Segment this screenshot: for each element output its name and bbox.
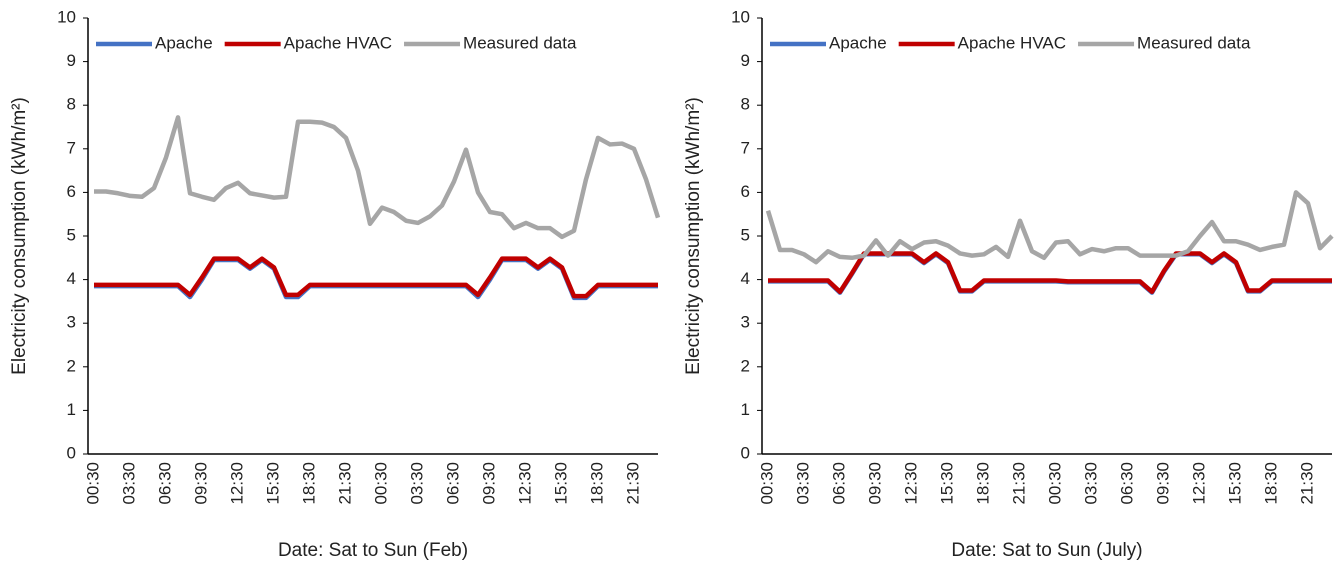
y-axis-title: Electricity consumption (kWh/m²) [683, 97, 704, 375]
x-tick-label: 12:30 [1189, 462, 1208, 505]
y-tick-label: 5 [67, 225, 76, 244]
x-tick-label: 18:30 [1261, 462, 1280, 505]
y-tick-label: 1 [67, 400, 76, 419]
series-line [94, 115, 661, 240]
x-tick-label: 03:30 [119, 462, 138, 505]
y-tick-label: 10 [57, 7, 76, 26]
x-tick-label: 00:30 [1045, 462, 1064, 505]
x-tick-label: 09:30 [1153, 462, 1172, 505]
x-tick-label: 15:30 [1225, 462, 1244, 505]
y-tick-label: 8 [67, 95, 76, 114]
y-tick-label: 2 [67, 356, 76, 375]
y-tick-label: 6 [741, 182, 750, 201]
x-tick-label: 03:30 [1081, 462, 1100, 505]
y-tick-label: 2 [741, 356, 750, 375]
y-tick-label: 9 [741, 51, 750, 70]
legend-label: Apache [155, 33, 213, 52]
x-tick-label: 09:30 [191, 462, 210, 505]
y-tick-label: 1 [741, 400, 750, 419]
y-tick-label: 0 [67, 443, 76, 462]
x-tick-label: 06:30 [1117, 462, 1136, 505]
y-tick-label: 3 [67, 313, 76, 332]
x-tick-label: 18:30 [299, 462, 318, 505]
x-tick-label: 21:30 [623, 462, 642, 505]
x-tick-label: 06:30 [155, 462, 174, 505]
y-tick-label: 7 [741, 138, 750, 157]
x-tick-label: 12:30 [227, 462, 246, 505]
x-tick-label: 00:30 [83, 462, 102, 505]
x-tick-label: 12:30 [515, 462, 534, 505]
y-tick-label: 5 [741, 225, 750, 244]
y-tick-label: 9 [67, 51, 76, 70]
legend-label: Measured data [1137, 33, 1251, 52]
x-tick-label: 06:30 [443, 462, 462, 505]
x-tick-label: 09:30 [865, 462, 884, 505]
x-tick-label: 18:30 [973, 462, 992, 505]
legend-label: Apache HVAC [284, 33, 392, 52]
legend-label: Measured data [463, 33, 577, 52]
x-axis-title: Date: Sat to Sun (Feb) [278, 540, 468, 561]
x-tick-label: 21:30 [1297, 462, 1316, 505]
y-tick-label: 4 [67, 269, 76, 288]
y-tick-label: 8 [741, 95, 750, 114]
x-tick-label: 03:30 [793, 462, 812, 505]
legend-label: Apache [829, 33, 887, 52]
y-tick-label: 3 [741, 313, 750, 332]
x-tick-label: 00:30 [371, 462, 390, 505]
legend-label: Apache HVAC [958, 33, 1066, 52]
x-tick-label: 15:30 [551, 462, 570, 505]
chart: 0 1 2 3 4 5 6 7 8 9 10 00:30 03:30 06:30 09:30 12:30 15:… [9, 7, 661, 561]
x-tick-label: 06:30 [829, 462, 848, 505]
y-axis-title: Electricity consumption (kWh/m²) [9, 97, 30, 375]
chart: 0 1 2 3 4 5 6 7 8 9 10 00:30 03:30 06:30 09:30 12:30 15:… [683, 7, 1334, 561]
x-tick-label: 21:30 [1009, 462, 1028, 505]
y-tick-label: 10 [731, 7, 750, 26]
x-tick-label: 12:30 [901, 462, 920, 505]
y-tick-label: 7 [67, 138, 76, 157]
x-tick-label: 00:30 [757, 462, 776, 505]
x-tick-label: 18:30 [587, 462, 606, 505]
series-line [94, 256, 658, 299]
x-tick-label: 15:30 [937, 462, 956, 505]
series-line [765, 190, 1334, 265]
x-axis-title: Date: Sat to Sun (July) [951, 540, 1142, 561]
x-tick-label: 15:30 [263, 462, 282, 505]
y-tick-label: 0 [741, 443, 750, 462]
y-tick-label: 6 [67, 182, 76, 201]
x-tick-label: 09:30 [479, 462, 498, 505]
x-tick-label: 03:30 [407, 462, 426, 505]
y-tick-label: 4 [741, 269, 750, 288]
x-tick-label: 21:30 [335, 462, 354, 505]
